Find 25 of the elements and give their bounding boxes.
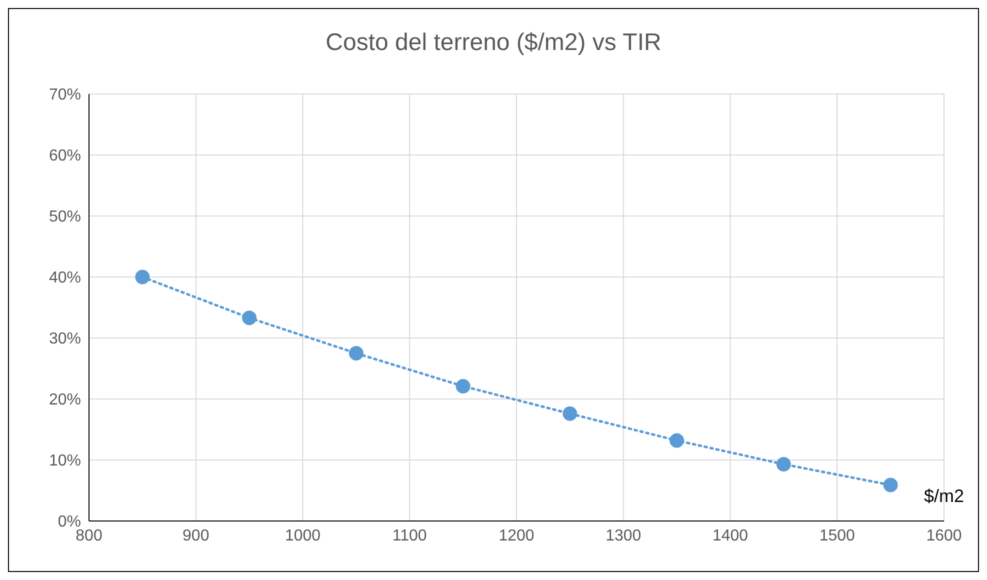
y-tick-label: 40% (48, 270, 81, 287)
y-tick-label: 70% (48, 86, 81, 104)
point (135, 270, 150, 284)
x-tick-label: 1000 (284, 527, 321, 544)
y-tick-label: 20% (48, 392, 81, 409)
point (348, 346, 364, 360)
point (456, 378, 470, 394)
x-tick-label: 1200 (498, 527, 534, 544)
x-tick-label: 1500 (819, 527, 856, 544)
x-tick-label: 1100 (392, 527, 427, 544)
y-tick-label: 50% (48, 208, 81, 226)
x-tick-label: 1300 (606, 527, 642, 544)
x-tick-label: 1600 (926, 527, 962, 544)
y-tick-label: 30% (48, 330, 81, 348)
chart-title: Costo del terreno ($/m2) vs TIR (324, 29, 662, 57)
x-axis-title: $/m2 (924, 486, 964, 507)
point (776, 457, 791, 472)
point (883, 478, 898, 492)
point (562, 406, 578, 421)
y-tick-label: 60% (48, 148, 81, 165)
x-tick-label: 900 (182, 527, 210, 544)
point (670, 433, 684, 448)
x-tick-label: 1400 (712, 527, 748, 544)
y-tick-label: 10% (48, 452, 81, 470)
point (242, 310, 257, 326)
